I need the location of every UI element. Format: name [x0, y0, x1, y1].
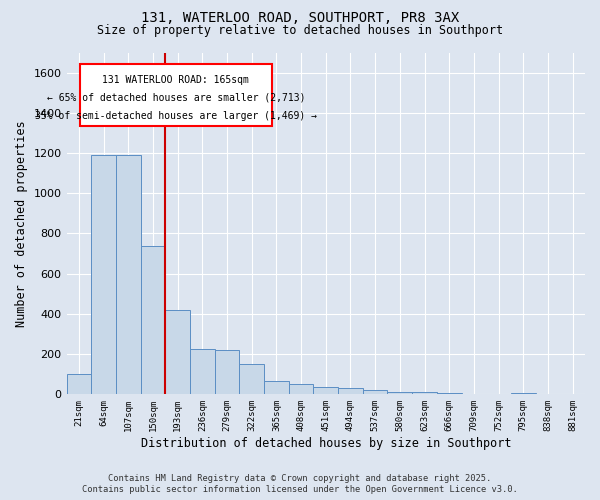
Bar: [412, 392, 437, 394]
Text: 131, WATERLOO ROAD, SOUTHPORT, PR8 3AX: 131, WATERLOO ROAD, SOUTHPORT, PR8 3AX: [141, 12, 459, 26]
Bar: [264, 382, 289, 394]
Bar: [215, 350, 239, 395]
Y-axis label: Number of detached properties: Number of detached properties: [15, 120, 28, 326]
Bar: [67, 374, 91, 394]
Text: Contains HM Land Registry data © Crown copyright and database right 2025.
Contai: Contains HM Land Registry data © Crown c…: [82, 474, 518, 494]
Text: 131 WATERLOO ROAD: 165sqm: 131 WATERLOO ROAD: 165sqm: [103, 74, 250, 85]
Text: 35% of semi-detached houses are larger (1,469) →: 35% of semi-detached houses are larger (…: [35, 111, 317, 121]
Bar: [363, 390, 388, 394]
X-axis label: Distribution of detached houses by size in Southport: Distribution of detached houses by size …: [140, 437, 511, 450]
Bar: [165, 310, 190, 394]
FancyBboxPatch shape: [80, 64, 272, 126]
Bar: [140, 246, 165, 394]
Bar: [190, 349, 215, 395]
Bar: [338, 388, 363, 394]
Text: ← 65% of detached houses are smaller (2,713): ← 65% of detached houses are smaller (2,…: [47, 92, 305, 102]
Bar: [388, 392, 412, 394]
Bar: [239, 364, 264, 394]
Bar: [313, 388, 338, 394]
Bar: [289, 384, 313, 394]
Bar: [116, 155, 140, 394]
Text: Size of property relative to detached houses in Southport: Size of property relative to detached ho…: [97, 24, 503, 37]
Bar: [91, 155, 116, 394]
